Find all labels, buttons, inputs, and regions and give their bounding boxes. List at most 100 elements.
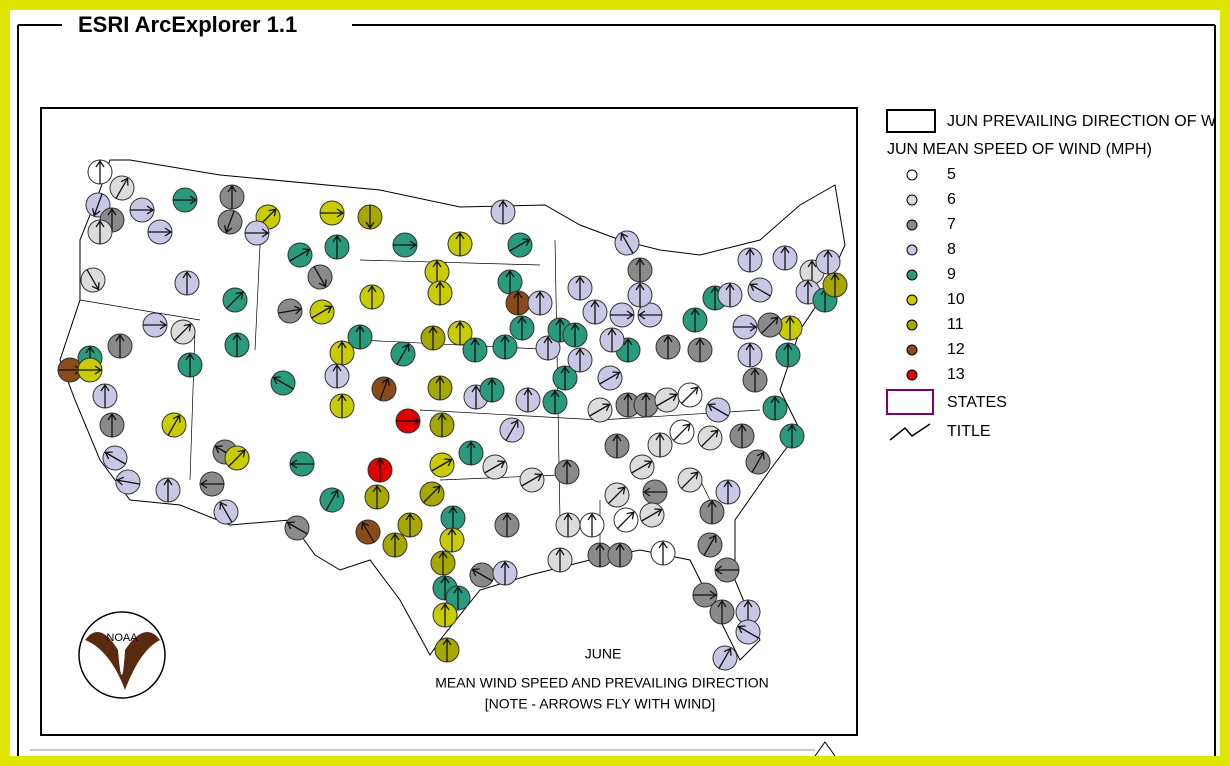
wind-arrow — [523, 387, 533, 412]
station — [737, 247, 763, 273]
wind-arrow — [337, 340, 347, 365]
wind-arrow — [487, 377, 497, 402]
wind-arrow — [405, 512, 415, 537]
station — [552, 365, 578, 391]
wind-arrow — [737, 423, 747, 448]
station — [717, 282, 743, 308]
station — [515, 387, 541, 413]
station — [735, 599, 761, 625]
station — [497, 269, 523, 295]
wind-arrow — [227, 184, 237, 209]
station — [747, 277, 773, 303]
wind-arrow — [725, 282, 735, 307]
wind-arrow — [500, 560, 510, 585]
wind-arrow — [428, 325, 438, 350]
wind-arrow — [448, 505, 458, 530]
wind-arrow — [372, 484, 382, 509]
wind-arrow — [641, 508, 663, 522]
wind-arrow — [115, 333, 125, 358]
station — [170, 319, 196, 345]
station — [57, 357, 83, 383]
wind-arrow — [185, 352, 195, 377]
station — [424, 259, 450, 285]
scroll-arrow — [814, 741, 836, 757]
station — [147, 219, 173, 245]
station — [458, 440, 484, 466]
wind-arrow — [673, 423, 691, 441]
class-swatch — [906, 294, 918, 306]
station — [129, 197, 155, 223]
station — [357, 204, 383, 230]
wind-arrow — [471, 384, 481, 409]
map-title: MEAN WIND SPEED AND PREVAILING DIRECTION — [435, 675, 768, 691]
wind-arrow — [590, 299, 600, 324]
class-swatch — [906, 269, 918, 281]
wind-arrow — [707, 403, 729, 417]
wind-arrow — [787, 423, 797, 448]
wind-arrow — [623, 392, 633, 417]
direction-swatch — [886, 109, 936, 133]
station — [669, 419, 695, 445]
wind-arrow — [320, 208, 345, 218]
station — [429, 412, 455, 438]
class-swatch — [906, 344, 918, 356]
wind-arrow — [332, 363, 342, 388]
station — [92, 383, 118, 409]
wind-arrow — [78, 365, 103, 375]
wind-arrow — [182, 270, 192, 295]
wind-arrow — [587, 512, 597, 537]
wind-arrow — [278, 305, 302, 315]
station — [682, 307, 708, 333]
station — [613, 507, 639, 533]
station — [284, 515, 310, 541]
wind-arrow — [325, 489, 339, 511]
wind-arrow — [607, 327, 617, 352]
wind-arrow — [543, 335, 553, 360]
wind-arrow — [199, 479, 224, 489]
station — [161, 412, 187, 438]
station — [492, 560, 518, 586]
legend-layer: TITLE — [947, 423, 991, 440]
station — [479, 377, 505, 403]
station — [519, 467, 545, 493]
station — [777, 315, 803, 341]
station — [329, 393, 355, 419]
station — [687, 337, 713, 363]
wind-arrow — [513, 290, 523, 315]
map-note: [NOTE - ARROWS FLY WITH WIND] — [485, 696, 715, 712]
wind-arrow — [455, 320, 465, 345]
class-swatch — [906, 169, 918, 181]
wind-arrow — [438, 550, 448, 575]
wind-arrow — [780, 245, 790, 270]
station — [555, 512, 581, 538]
wind-arrow — [681, 386, 699, 404]
wind-arrow — [396, 343, 410, 365]
noaa-logo — [78, 611, 166, 699]
wind-arrow — [332, 234, 342, 259]
station — [430, 550, 456, 576]
wind-arrow — [656, 393, 678, 407]
station — [633, 392, 659, 418]
states-swatch — [886, 389, 934, 415]
wind-arrow — [86, 269, 100, 291]
wind-arrow — [484, 460, 506, 474]
class-swatch — [906, 244, 918, 256]
station — [287, 242, 313, 268]
station — [355, 519, 381, 545]
legend-layer: JUN MEAN SPEED OF WIND (MPH) — [887, 141, 1152, 158]
station — [364, 484, 390, 510]
wind-arrow — [749, 283, 771, 297]
station — [371, 376, 397, 402]
station — [757, 312, 783, 338]
class-swatch — [906, 194, 918, 206]
station — [505, 290, 531, 316]
class-label: 11 — [947, 316, 964, 333]
wind-arrow — [555, 547, 565, 572]
wind-arrow — [219, 501, 233, 523]
station — [655, 334, 681, 360]
wind-arrow — [393, 240, 418, 250]
wind-arrow — [599, 371, 621, 385]
station — [587, 542, 613, 568]
